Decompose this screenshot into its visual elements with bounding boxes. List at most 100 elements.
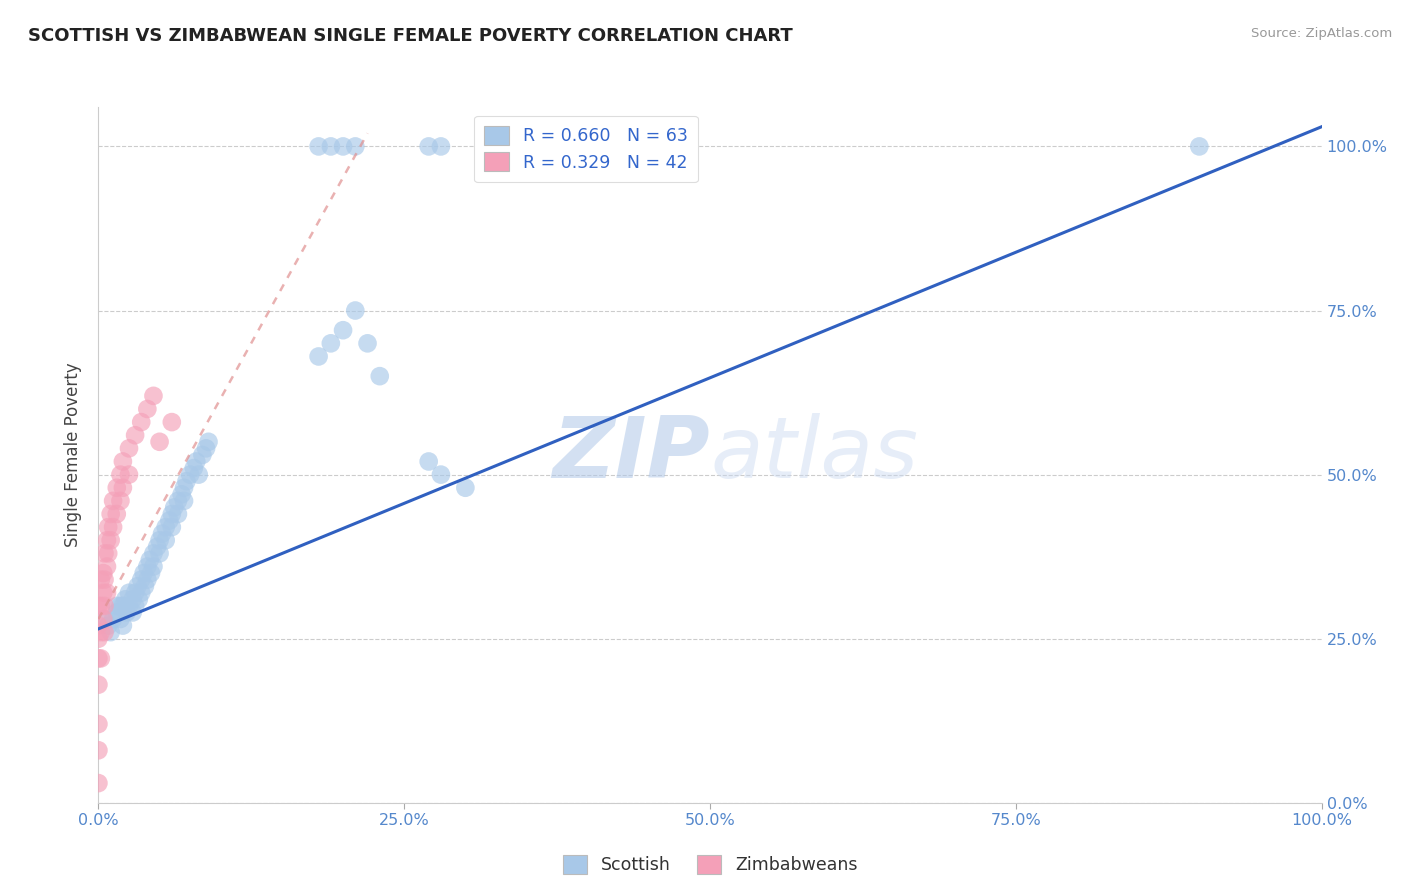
Point <box>91 586 114 600</box>
Point <box>179 467 201 482</box>
Point <box>114 592 136 607</box>
Point <box>150 526 173 541</box>
Point <box>124 428 146 442</box>
Point <box>430 467 453 482</box>
Point <box>129 415 152 429</box>
Point <box>97 520 120 534</box>
Point <box>155 520 177 534</box>
Point <box>134 579 156 593</box>
Point <box>87 776 110 790</box>
Point <box>124 599 146 613</box>
Point <box>418 454 440 468</box>
Point <box>146 540 169 554</box>
Point <box>167 507 190 521</box>
Point <box>111 599 134 613</box>
Point <box>187 467 209 482</box>
Point <box>90 651 112 665</box>
Point <box>97 546 120 560</box>
Point <box>319 336 342 351</box>
Point <box>111 618 134 632</box>
Point <box>124 586 146 600</box>
Point <box>155 533 177 548</box>
Point <box>121 606 143 620</box>
Point <box>118 599 141 613</box>
Point <box>100 533 122 548</box>
Point <box>121 592 143 607</box>
Point <box>101 494 124 508</box>
Point <box>157 514 180 528</box>
Point <box>93 599 115 613</box>
Point <box>129 573 152 587</box>
Point <box>87 743 110 757</box>
Point <box>170 487 193 501</box>
Point <box>195 442 218 456</box>
Point <box>176 474 198 488</box>
Point <box>454 481 477 495</box>
Point <box>142 389 165 403</box>
Point <box>101 612 124 626</box>
Point <box>96 559 118 574</box>
Point <box>118 442 141 456</box>
Point <box>97 618 120 632</box>
Point <box>87 717 110 731</box>
Point <box>344 303 367 318</box>
Point <box>149 533 172 548</box>
Point <box>319 139 342 153</box>
Point <box>91 566 114 580</box>
Text: ZIP: ZIP <box>553 413 710 497</box>
Point <box>1188 139 1211 153</box>
Point <box>332 139 354 153</box>
Point <box>418 139 440 153</box>
Point <box>87 632 110 646</box>
Point <box>139 566 162 580</box>
Point <box>110 599 132 613</box>
Point <box>105 599 128 613</box>
Point <box>368 369 391 384</box>
Point <box>160 507 183 521</box>
Point <box>127 579 149 593</box>
Point <box>90 573 112 587</box>
Point <box>93 625 115 640</box>
Point <box>308 350 330 364</box>
Point <box>110 612 132 626</box>
Point <box>142 546 165 560</box>
Point <box>96 533 118 548</box>
Point <box>160 520 183 534</box>
Point <box>93 573 115 587</box>
Point <box>186 454 208 468</box>
Point <box>167 494 190 508</box>
Point <box>197 434 219 449</box>
Point <box>87 678 110 692</box>
Point <box>111 454 134 468</box>
Point <box>91 612 114 626</box>
Point <box>136 573 159 587</box>
Point <box>100 625 122 640</box>
Point <box>96 586 118 600</box>
Point <box>111 481 134 495</box>
Point <box>110 467 132 482</box>
Point <box>90 599 112 613</box>
Point <box>136 401 159 416</box>
Point <box>101 520 124 534</box>
Point <box>149 546 172 560</box>
Point <box>430 139 453 153</box>
Point <box>87 599 110 613</box>
Point <box>105 606 128 620</box>
Point <box>115 606 138 620</box>
Point <box>132 566 155 580</box>
Point <box>105 507 128 521</box>
Point <box>136 559 159 574</box>
Point <box>139 553 162 567</box>
Point <box>90 625 112 640</box>
Text: SCOTTISH VS ZIMBABWEAN SINGLE FEMALE POVERTY CORRELATION CHART: SCOTTISH VS ZIMBABWEAN SINGLE FEMALE POV… <box>28 27 793 45</box>
Point <box>183 461 205 475</box>
Point <box>118 586 141 600</box>
Text: Source: ZipAtlas.com: Source: ZipAtlas.com <box>1251 27 1392 40</box>
Point <box>149 434 172 449</box>
Point <box>128 592 150 607</box>
Point <box>173 494 195 508</box>
Point <box>110 494 132 508</box>
Point <box>160 415 183 429</box>
Point <box>344 139 367 153</box>
Point <box>118 467 141 482</box>
